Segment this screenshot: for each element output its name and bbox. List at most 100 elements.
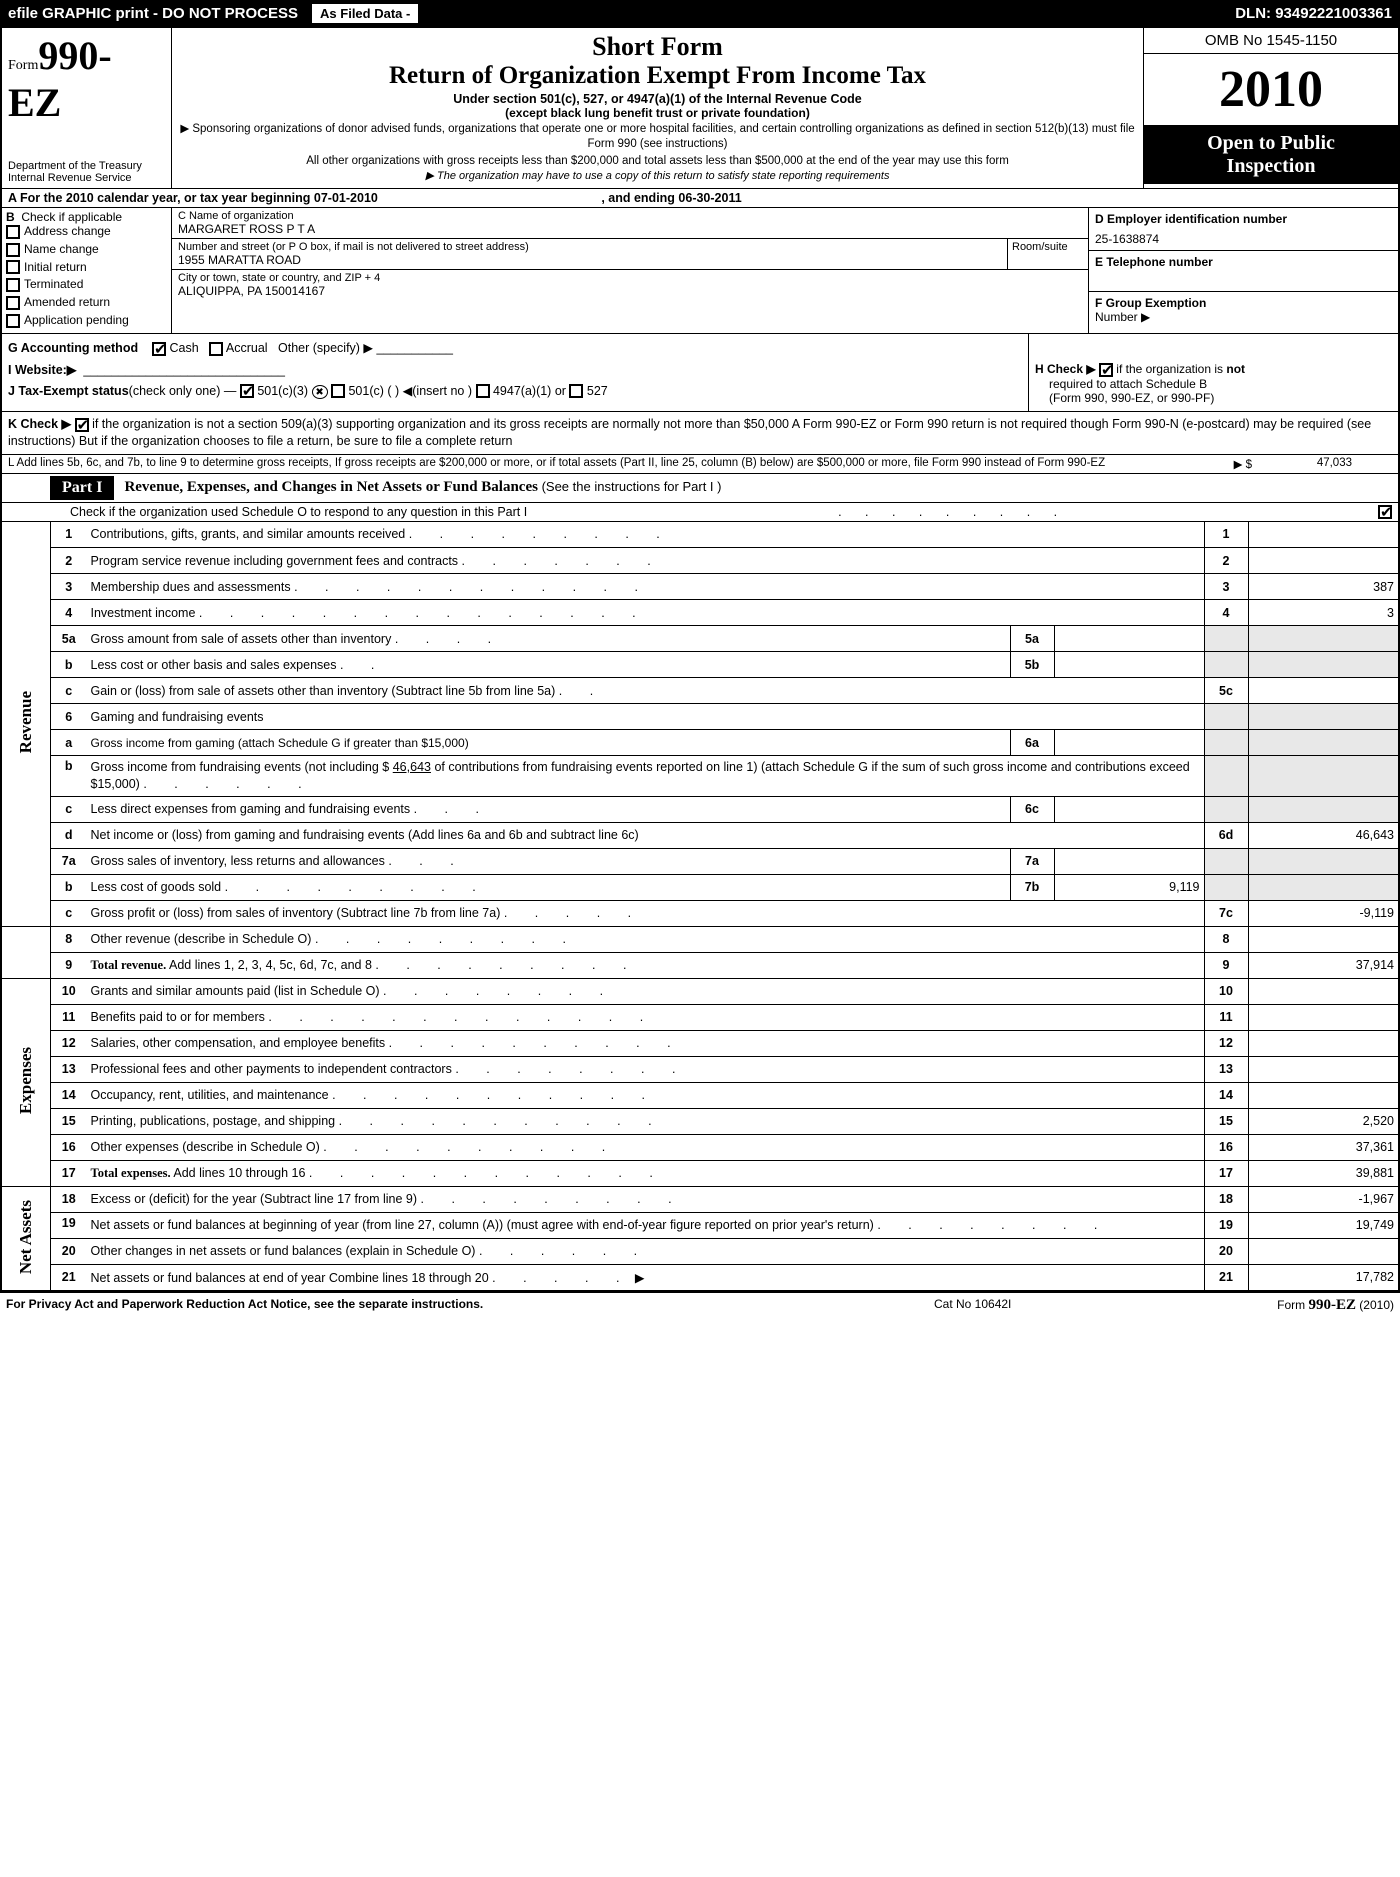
check-501c3[interactable] [240,384,254,398]
line-4: 4 Investment income . . . . . . . . . . … [2,600,1398,626]
k-label: K Check ▶ [8,417,71,431]
checkbox-icon [6,314,20,328]
row-k: K Check ▶ if the organization is not a s… [2,412,1398,455]
l-text: L Add lines 5b, 6c, and 7b, to line 9 to… [8,457,1234,471]
revenue-vlabel: Revenue [2,522,51,927]
line-5b: b Less cost or other basis and sales exp… [2,652,1398,678]
line-6a: a Gross income from gaming (attach Sched… [2,730,1398,756]
check-4947[interactable] [476,384,490,398]
address-value: 1955 MARATTA ROAD [178,253,1001,267]
omb-number: OMB No 1545-1150 [1144,28,1398,54]
section-b: B Check if applicable Address change Nam… [2,208,1398,334]
check-amended-return[interactable]: Amended return [6,295,167,310]
part-i-header: Part I Revenue, Expenses, and Changes in… [2,474,1398,503]
check-address-change[interactable]: Address change [6,224,167,239]
open-line2: Inspection [1148,155,1394,178]
address-label: Number and street (or P O box, if mail i… [178,241,1001,253]
form-note3: ▶ The organization may have to use a cop… [180,169,1135,182]
line-6b: b Gross income from fundraising events (… [2,756,1398,797]
header-center: Short Form Return of Organization Exempt… [172,28,1143,188]
check-accrual[interactable] [209,342,223,356]
header-right: OMB No 1545-1150 2010 Open to Public Ins… [1143,28,1398,188]
h-line: H Check ▶ if the organization is not [1035,362,1392,377]
dept-treasury: Department of the Treasury [8,160,165,172]
dept-irs: Internal Revenue Service [8,172,165,184]
form-prefix: Form [8,58,38,73]
line-15: 15 Printing, publications, postage, and … [2,1108,1398,1134]
check-name-change[interactable]: Name change [6,242,167,257]
d-ein-cell: D Employer identification number 25-1638… [1089,208,1398,251]
footer-catno: Cat No 10642I [934,1297,1194,1314]
address-main: Number and street (or P O box, if mail i… [172,239,1008,269]
line-10: Expenses 10 Grants and similar amounts p… [2,978,1398,1004]
efile-topbar: efile GRAPHIC print - DO NOT PROCESS As … [0,0,1400,26]
line-20: 20 Other changes in net assets or fund b… [2,1238,1398,1264]
b-label: B [6,210,15,224]
e-label: E Telephone number [1095,255,1213,269]
form-subtitle: Under section 501(c), 527, or 4947(a)(1)… [180,92,1135,106]
g-label: G Accounting method [8,341,138,355]
line-21: 21 Net assets or fund balances at end of… [2,1264,1398,1290]
footer-privacy: For Privacy Act and Paperwork Reduction … [6,1297,934,1314]
form-footer: For Privacy Act and Paperwork Reduction … [0,1293,1400,1318]
line-9: 9 Total revenue. Add lines 1, 2, 3, 4, 5… [2,952,1398,978]
f-group-cell: F Group Exemption Number ▶ [1089,292,1398,332]
row-a-text-a: A For the 2010 calendar year, or tax yea… [8,191,378,205]
expenses-vlabel: Expenses [2,978,51,1186]
c-label: C Name of organization [178,210,1082,222]
i-website-line: I Website:▶ ____________________________… [8,362,1022,377]
check-527[interactable] [569,384,583,398]
header-left: Form990-EZ Department of the Treasury In… [2,28,172,188]
line-7b: b Less cost of goods sold . . . . . . . … [2,874,1398,900]
check-initial-return[interactable]: Initial return [6,260,167,275]
checkbox-icon [6,278,20,292]
line-2: 2 Program service revenue including gove… [2,548,1398,574]
as-filed-label: As Filed Data - [310,2,420,25]
line-6d: d Net income or (loss) from gaming and f… [2,822,1398,848]
form-header: Form990-EZ Department of the Treasury In… [2,28,1398,189]
row-g: G Accounting method Cash Accrual Other (… [2,334,1398,412]
efile-text: efile GRAPHIC print - DO NOT PROCESS [0,5,306,22]
part-i-label: Part I [50,476,114,500]
form-subtitle2: (except black lung benefit trust or priv… [180,106,1135,120]
check-application-pending[interactable]: Application pending [6,313,167,328]
d-value: 25-1638874 [1095,232,1392,246]
form-number-block: Form990-EZ [8,32,165,126]
checkbox-icon [6,296,20,310]
f-label: F Group Exemption [1095,296,1206,310]
h-line2: required to attach Schedule B [1035,377,1392,391]
b-center: C Name of organization MARGARET ROSS P T… [172,208,1088,333]
checkbox-icon [6,260,20,274]
tax-year: 2010 [1144,54,1398,126]
check-schedule-o[interactable] [1378,505,1392,519]
check-cash[interactable] [152,342,166,356]
dots-fill: . . . . . . . . . [527,505,1378,519]
h-label: H Check ▶ [1035,362,1096,376]
open-line1: Open to Public [1148,132,1394,155]
f-label2: Number ▶ [1095,310,1150,324]
form-title: Return of Organization Exempt From Incom… [180,62,1135,90]
l-amount: 47,033 [1252,457,1392,471]
check-h[interactable] [1099,363,1113,377]
check-terminated[interactable]: Terminated [6,277,167,292]
e-phone-cell: E Telephone number [1089,251,1398,292]
dln-text: DLN: 93492221003361 [1235,5,1400,22]
b-label-row: B Check if applicable [6,210,167,224]
room-suite: Room/suite [1008,239,1088,269]
line-6c: c Less direct expenses from gaming and f… [2,796,1398,822]
form-number: 990-EZ [8,33,112,125]
check-501c[interactable] [331,384,345,398]
h-right: H Check ▶ if the organization is not req… [1028,334,1398,411]
g-accounting-line: G Accounting method Cash Accrual Other (… [8,340,1022,356]
line-1: Revenue 1 Contributions, gifts, grants, … [2,522,1398,548]
c-name-cell: C Name of organization MARGARET ROSS P T… [172,208,1088,239]
checkbox-icon [6,243,20,257]
row-a-text-b: , and ending 06-30-2011 [601,191,741,205]
check-k[interactable] [75,418,89,432]
open-to-public: Open to Public Inspection [1144,126,1398,184]
city-value: ALIQUIPPA, PA 150014167 [178,284,1082,298]
j-tax-exempt-line: J Tax-Exempt status(check only one) — 50… [8,383,1022,399]
line-6: 6 Gaming and fundraising events [2,704,1398,730]
line-12: 12 Salaries, other compensation, and emp… [2,1030,1398,1056]
line-7c: c Gross profit or (loss) from sales of i… [2,900,1398,926]
